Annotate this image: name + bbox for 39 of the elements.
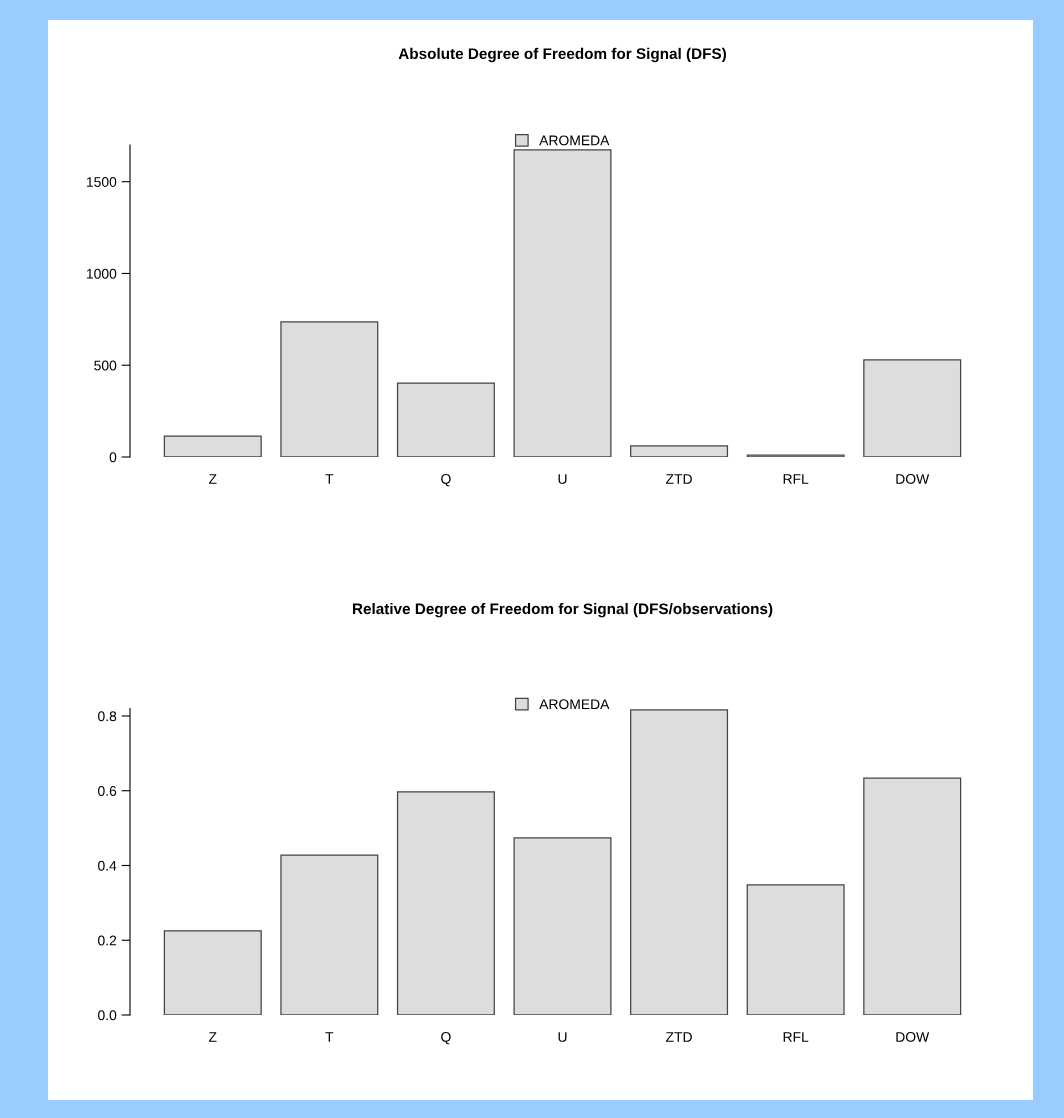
chart-title: Absolute Degree of Freedom for Signal (DFS) (398, 47, 726, 63)
x-tick-label: T (325, 1032, 334, 1042)
y-tick-label: 500 (94, 360, 117, 371)
bar (396, 382, 495, 457)
x-tick-label: Q (441, 474, 451, 487)
x-tick-label: U (558, 1032, 567, 1042)
x-tick-label: DOW (896, 1032, 930, 1042)
bar (280, 321, 379, 457)
x-tick-label: ZTD (666, 474, 692, 484)
y-tick-label: 0.6 (98, 786, 117, 796)
bar (280, 854, 379, 1015)
x-tick-label: U (558, 474, 567, 484)
y-tick-label: 0.8 (98, 711, 117, 722)
bar (863, 777, 962, 1015)
bar (163, 930, 262, 1015)
x-tick-label: DOW (896, 474, 930, 484)
legend-label: AROMEDA (539, 699, 610, 710)
y-tick-label: 0.0 (98, 1010, 117, 1021)
x-tick-label: Z (208, 474, 217, 484)
x-tick-label: Z (208, 1032, 217, 1042)
bar (746, 884, 845, 1015)
y-tick-label: 0.2 (98, 935, 117, 946)
bar (396, 791, 495, 1015)
x-tick-label: RFL (783, 1032, 809, 1042)
bar (513, 837, 612, 1015)
y-tick-label: 1000 (86, 268, 117, 279)
chart-title: Relative Degree of Freedom for Signal (DFS/observations) (353, 602, 773, 618)
bar (630, 445, 729, 457)
y-tick-label: 0 (109, 452, 117, 463)
y-tick-label: 0.4 (98, 860, 117, 871)
bar (630, 709, 729, 1015)
bar (863, 359, 962, 457)
x-tick-label: T (325, 474, 334, 484)
x-tick-label: RFL (783, 474, 809, 484)
x-tick-label: ZTD (666, 1032, 692, 1042)
y-tick-label: 1500 (86, 177, 117, 187)
legend-label: AROMEDA (539, 135, 610, 146)
bar (163, 435, 262, 457)
x-tick-label: Q (441, 1032, 451, 1045)
